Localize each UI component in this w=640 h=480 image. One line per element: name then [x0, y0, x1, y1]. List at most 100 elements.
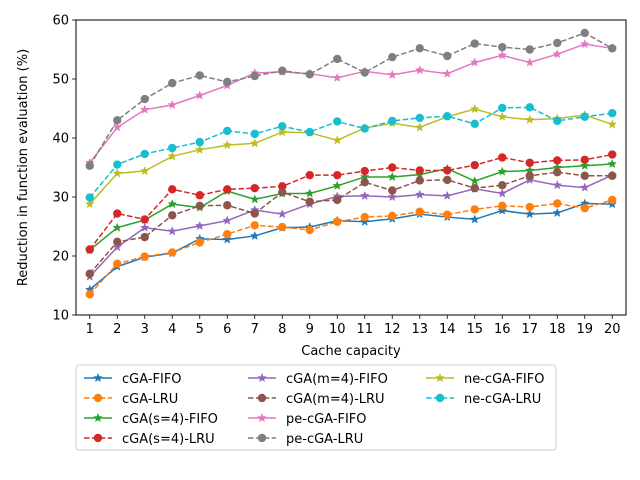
data-point: [250, 221, 259, 230]
data-point: [607, 158, 618, 169]
legend-marker: [257, 372, 267, 383]
data-point: [415, 44, 424, 53]
data-point: [113, 116, 122, 125]
data-point: [250, 129, 259, 139]
data-point: [333, 195, 342, 205]
data-point: [497, 50, 508, 60]
data-point: [387, 171, 398, 182]
legend-marker: [93, 393, 103, 403]
data-point: [470, 160, 479, 170]
data-point: [332, 72, 343, 82]
data-point: [167, 151, 178, 161]
data-point: [332, 135, 343, 145]
x-tick-label: 17: [521, 322, 538, 337]
data-point: [525, 158, 534, 167]
data-point: [414, 65, 425, 75]
data-point: [470, 39, 479, 48]
data-point: [443, 51, 452, 61]
x-tick-label: 12: [384, 322, 401, 337]
data-point: [443, 111, 452, 121]
data-point: [443, 175, 452, 185]
data-point: [140, 149, 149, 159]
legend-marker: [257, 433, 267, 443]
data-point: [415, 113, 424, 123]
data-point: [359, 216, 370, 226]
y-tick-label: 10: [52, 309, 69, 324]
data-point: [85, 290, 94, 299]
legend-marker: [257, 412, 267, 423]
data-point: [278, 222, 287, 232]
data-point: [194, 220, 205, 231]
legend-marker: [257, 393, 267, 403]
legend-item: cGA(s=4)-FIFO: [84, 412, 218, 427]
x-tick-label: 3: [141, 322, 149, 337]
data-point: [469, 103, 480, 114]
data-point: [498, 153, 507, 162]
data-point: [305, 225, 314, 235]
x-tick-label: 1: [86, 322, 94, 337]
data-point: [360, 124, 369, 133]
data-point: [112, 222, 123, 232]
data-point: [140, 252, 149, 261]
data-point: [167, 99, 178, 110]
data-point: [139, 104, 150, 114]
legend-label: cGA-LRU: [122, 392, 178, 407]
series-line: [89, 153, 613, 250]
x-tick-label: 10: [329, 322, 346, 337]
data-point: [580, 28, 589, 38]
axes-layer: 1 2 3 4 5 6 7 8 9 10 11 12 13 14 15 16 17 18 19 20102030405…: [52, 14, 627, 337]
data-point: [113, 209, 122, 218]
data-point: [223, 229, 232, 239]
data-point: [498, 42, 507, 52]
data-point: [580, 112, 589, 121]
series-cga-fifo: [84, 198, 618, 294]
data-point: [498, 103, 507, 113]
data-point: [249, 230, 260, 241]
x-axis-title: Cache capacity: [301, 344, 401, 359]
data-point: [524, 57, 535, 67]
legend-item: cGA(m=4)-LRU: [248, 392, 385, 407]
legend-label: ne-cGA-LRU: [464, 392, 541, 407]
data-point: [442, 190, 453, 200]
data-point: [497, 188, 508, 198]
data-point: [167, 198, 178, 209]
data-point: [250, 183, 259, 193]
y-tick-label: 20: [52, 250, 69, 265]
legend-item: cGA-FIFO: [84, 372, 182, 387]
data-point: [525, 45, 534, 54]
x-tick-label: 16: [494, 322, 511, 337]
data-point: [469, 57, 480, 67]
data-point: [85, 245, 94, 254]
series-layer: [84, 28, 618, 299]
legend-label: cGA(m=4)-LRU: [286, 392, 385, 407]
data-point: [525, 171, 534, 180]
data-point: [113, 259, 122, 268]
data-point: [360, 68, 369, 77]
data-point: [168, 78, 177, 88]
series-line: [89, 171, 613, 275]
legend-item: cGA(s=4)-LRU: [84, 432, 215, 447]
legend-item: ne-cGA-LRU: [426, 392, 541, 407]
data-point: [332, 180, 343, 190]
data-point: [223, 77, 232, 87]
data-point: [579, 182, 590, 192]
data-point: [553, 116, 562, 126]
series-line: [89, 202, 613, 291]
data-point: [277, 126, 288, 137]
series-pe-cga-lru: [85, 28, 617, 170]
data-point: [388, 116, 397, 126]
data-point: [333, 170, 342, 180]
data-point: [250, 209, 259, 218]
data-point: [414, 122, 425, 132]
data-point: [195, 238, 204, 247]
data-point: [415, 166, 424, 175]
data-point: [195, 137, 204, 147]
data-point: [415, 207, 424, 216]
data-point: [250, 71, 259, 81]
data-point: [607, 119, 618, 129]
data-point: [470, 119, 479, 129]
data-point: [608, 44, 617, 53]
data-point: [113, 237, 122, 247]
data-point: [415, 176, 424, 185]
series-ne-cga-fifo: [84, 103, 618, 209]
